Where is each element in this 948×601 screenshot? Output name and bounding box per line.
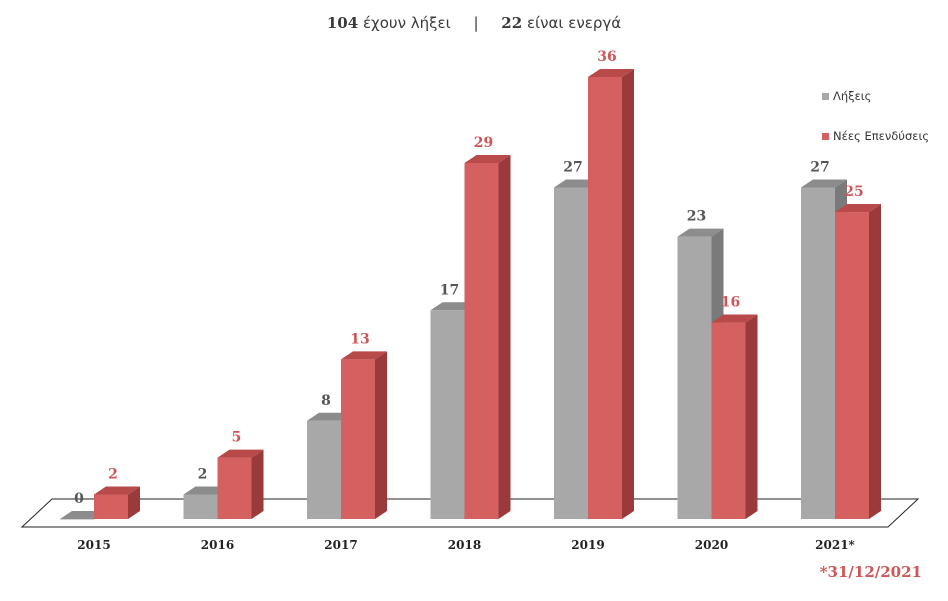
data-label-expired-2015: 0: [74, 491, 84, 507]
data-label-expired-2016: 2: [198, 466, 208, 482]
bar-top-new-2020: [711, 314, 758, 323]
data-label-new-2015: 2: [108, 466, 118, 482]
bar-top-new-2017: [341, 351, 387, 360]
bar-new-2021*: [835, 212, 869, 520]
data-label-new-2020: 16: [721, 295, 740, 311]
bar-top-new-2015: [94, 486, 140, 495]
data-label-expired-2018: 17: [440, 282, 459, 298]
category-label-2016: 2016: [201, 538, 234, 552]
bar-new-2015: [94, 494, 128, 519]
bar-top-new-2018: [464, 154, 511, 163]
category-label-2019: 2019: [571, 538, 604, 552]
category-label-2017: 2017: [324, 538, 357, 552]
bar-expired-2018: [430, 310, 465, 519]
data-label-new-2016: 5: [232, 430, 242, 446]
bar-expired-2017: [307, 420, 341, 519]
bar-new-2020: [711, 322, 746, 519]
bar-top-expired-2021*: [801, 179, 847, 188]
bar-expired-2016: [183, 494, 218, 519]
bar-top-new-2019: [588, 69, 634, 77]
bar-side-new-2016: [251, 449, 264, 519]
bar-side-new-2020: [745, 314, 758, 519]
bar-new-2017: [341, 359, 375, 519]
legend-swatch-expired: [822, 92, 829, 100]
bar-expired-2020: [677, 236, 712, 519]
data-label-new-2021*: 25: [844, 184, 863, 200]
expired-count: 104: [326, 14, 359, 32]
expired-text: έχουν λήξει: [362, 14, 451, 32]
data-label-new-2019: 36: [597, 49, 616, 65]
data-label-expired-2020: 23: [687, 209, 706, 225]
bar-side-new-2017: [375, 351, 387, 519]
bar-side-new-2021*: [869, 204, 881, 520]
data-label-new-2018: 29: [474, 135, 493, 151]
legend: Λήξεις Νέες Επενδύσεις: [822, 88, 929, 168]
bar-expired-2019: [554, 187, 588, 519]
bar-top-new-2021*: [835, 204, 881, 213]
bar-side-new-2018: [498, 154, 511, 519]
bar-side-new-2019: [622, 69, 634, 519]
legend-label-expired: Λήξεις: [833, 89, 872, 103]
data-label-expired-2017: 8: [321, 393, 331, 409]
legend-swatch-new: [822, 132, 829, 140]
bar-new-2018: [464, 162, 499, 519]
legend-item-new: Νέες Επενδύσεις: [822, 128, 929, 144]
category-label-2018: 2018: [448, 538, 481, 552]
bar-side-new-2015: [128, 486, 140, 519]
legend-label-new: Νέες Επενδύσεις: [833, 129, 930, 143]
active-text: είναι ενεργά: [526, 14, 622, 32]
bar-expired-2015: [60, 519, 94, 520]
footnote: *31/12/2021: [819, 563, 922, 581]
active-count: 22: [501, 14, 523, 32]
category-label-2020: 2020: [695, 538, 728, 552]
chart-header: 104 έχουν λήξει | 22 είναι ενεργά: [0, 14, 948, 32]
data-label-expired-2019: 27: [563, 160, 582, 176]
bar-new-2019: [588, 77, 622, 519]
data-label-expired-2021*: 27: [810, 160, 829, 176]
category-label-2015: 2015: [77, 538, 110, 552]
category-label-2021*: 2021*: [815, 538, 855, 552]
bar-new-2016: [217, 457, 252, 519]
data-label-new-2017: 13: [350, 331, 369, 347]
legend-item-expired: Λήξεις: [822, 88, 929, 104]
bar-top-expired-2020: [677, 228, 724, 237]
header-separator: |: [473, 14, 479, 32]
bar-expired-2021*: [801, 187, 835, 519]
bar-top-new-2016: [217, 449, 264, 458]
